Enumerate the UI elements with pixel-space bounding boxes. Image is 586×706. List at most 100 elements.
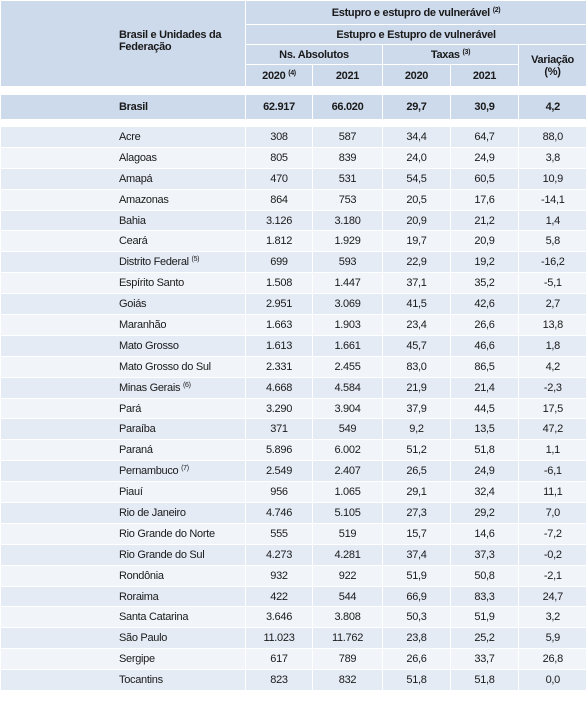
value-cell: 805 <box>245 147 313 169</box>
total-row: Brasil 62.917 66.020 29,7 30,9 4,2 <box>0 95 586 119</box>
value: 699 <box>270 256 288 269</box>
value-cell: 51,8 <box>450 669 519 692</box>
value: 839 <box>338 151 357 164</box>
value-cell: 3.646 <box>245 606 313 629</box>
value-cell: 20,5 <box>382 189 451 211</box>
name-cell: São Paulo <box>0 627 246 650</box>
value-cell: 1.903 <box>312 314 383 336</box>
value-cell: 3.290 <box>245 398 313 420</box>
value-cell: 1.929 <box>312 230 383 253</box>
value-cell: 1.663 <box>245 314 313 336</box>
state-name: Bahia <box>119 214 146 227</box>
value-cell: 1,8 <box>517 335 586 357</box>
value-cell: 1,1 <box>517 439 586 462</box>
state-row: Piauí 956 1.065 29,1 32,4 11,1 <box>0 481 586 504</box>
state-row: Pará 3.290 3.904 37,9 44,5 17,5 <box>0 398 586 420</box>
name-cell: Mato Grosso do Sul <box>0 356 246 378</box>
value-cell: -5,1 <box>517 272 586 295</box>
state-row: Rio de Janeiro 4.746 5.105 27,3 29,2 7,0 <box>0 502 586 524</box>
value: 519 <box>338 527 357 540</box>
value-cell: 86,5 <box>450 356 519 378</box>
value: 45,7 <box>406 339 427 352</box>
value: 1.663 <box>265 318 293 331</box>
value: 1.661 <box>334 339 361 352</box>
subgroup-title: Estupro e Estupro de vulnerável <box>336 28 496 41</box>
state-name: Rondônia <box>119 569 164 582</box>
value-cell: 21,4 <box>450 377 519 399</box>
value-cell: 3,2 <box>517 606 586 629</box>
state-row: Goiás 2.951 3.069 41,5 42,6 2,7 <box>0 293 586 316</box>
value: 20,5 <box>406 193 427 206</box>
footnote-ref: (2) <box>492 6 501 14</box>
value: 37,4 <box>406 548 427 561</box>
value-cell: 26,6 <box>382 648 451 671</box>
value: -7,2 <box>543 527 562 540</box>
value: 19,7 <box>406 235 427 248</box>
state-name: Goiás <box>119 298 147 311</box>
value: 13,5 <box>474 423 495 436</box>
value: -0,2 <box>543 548 562 561</box>
rows: Acre 308 587 34,4 64,7 88,0 Alagoas 805 839 24,0 2… <box>0 127 586 692</box>
value-cell: -14,1 <box>517 189 586 211</box>
value: 1.812 <box>265 235 293 248</box>
value: 21,4 <box>474 381 495 394</box>
value: 864 <box>270 193 288 206</box>
value: 83,3 <box>474 590 495 603</box>
state-row: Roraima 422 544 66,9 83,3 24,7 <box>0 586 586 608</box>
state-name: Amapá <box>119 172 153 185</box>
footnote-ref: (3) <box>462 48 471 56</box>
value: 1.613 <box>265 339 293 352</box>
name-cell: Mato Grosso <box>0 335 246 357</box>
state-name: Paraná <box>119 444 153 457</box>
state-name: Ceará <box>119 235 148 248</box>
value: 6.002 <box>334 444 361 457</box>
value-cell: 42,6 <box>450 293 519 316</box>
value: 41,5 <box>406 298 427 311</box>
value-cell: 11.762 <box>312 627 383 650</box>
value-cell: 839 <box>312 147 383 169</box>
value: 5,8 <box>545 235 561 248</box>
value: 20,9 <box>474 235 495 248</box>
spacer <box>0 119 586 127</box>
state-name: Pernambuco <box>119 465 179 478</box>
value-cell: 30,9 <box>450 95 519 119</box>
state-row: Ceará 1.812 1.929 19,7 20,9 5,8 <box>0 230 586 253</box>
value-cell: 3.180 <box>312 210 383 232</box>
value-cell: 587 <box>312 127 383 148</box>
value: 37,9 <box>406 402 427 415</box>
value-cell: 32,4 <box>450 481 519 504</box>
value-cell: 15,7 <box>382 523 451 545</box>
value-cell: 33,7 <box>450 648 519 671</box>
value-cell: 5,8 <box>517 230 586 253</box>
value-cell: 470 <box>245 168 313 190</box>
value-cell: 1.065 <box>312 481 383 504</box>
value-cell: 11,1 <box>517 481 586 504</box>
value-cell: 13,5 <box>450 418 519 441</box>
value-cell: 83,3 <box>450 586 519 608</box>
value-cell: 832 <box>312 669 383 692</box>
name-cell: Rio Grande do Norte <box>0 523 246 545</box>
value: 956 <box>270 486 288 499</box>
absolutos-title: Ns. Absolutos <box>279 48 349 61</box>
value-cell: 37,3 <box>450 544 519 566</box>
value-cell: 51,9 <box>382 565 451 587</box>
value: 10,9 <box>542 172 564 185</box>
state-name: Mato Grosso do Sul <box>119 360 211 373</box>
footnote-ref: (5) <box>191 256 200 264</box>
value-cell: 23,8 <box>382 627 451 650</box>
state-row: Mato Grosso do Sul 2.331 2.455 83,0 86,5 4,2 <box>0 356 586 378</box>
state-name: Santa Catarina <box>119 611 189 624</box>
value-cell: 753 <box>312 189 383 211</box>
name-cell: Sergipe <box>0 648 246 671</box>
state-name: Paraíba <box>119 423 156 436</box>
state-name: São Paulo <box>119 632 168 645</box>
value: 37,3 <box>474 548 495 561</box>
value: 66.020 <box>331 101 364 113</box>
name-cell: Alagoas <box>0 147 246 169</box>
state-name: Acre <box>119 130 141 143</box>
value-cell: 3,8 <box>517 147 586 169</box>
value-cell: 21,2 <box>450 210 519 232</box>
state-name: Rio Grande do Sul <box>119 548 205 561</box>
value-cell: -0,2 <box>517 544 586 566</box>
value: 22,9 <box>406 256 427 269</box>
